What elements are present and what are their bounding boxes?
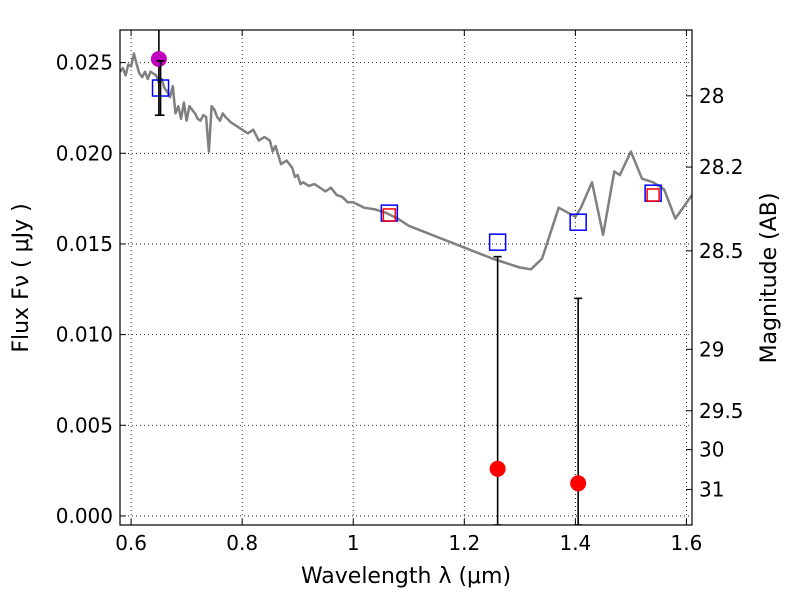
x-axis-label: Wavelength λ (μm) <box>301 564 511 589</box>
x-tick-label: 1 <box>347 531 360 555</box>
y-tick-label: 0.015 <box>56 232 113 256</box>
x-tick-label: 0.6 <box>115 531 147 555</box>
x-tick-label: 1.4 <box>559 531 591 555</box>
photometry-square <box>488 233 507 251</box>
right-tick-label: 30 <box>699 438 724 462</box>
y-tick-label: 0.025 <box>56 51 113 75</box>
axis-ticks: 0.6 0.8 1 1.2 1.4 1.6 0.000 0.005 0.010 0.015 0.02… <box>56 30 744 555</box>
right-tick-label: 28 <box>699 84 724 108</box>
photometry-point <box>489 460 506 477</box>
right-tick-label: 31 <box>699 477 724 501</box>
y-tick-label: 0.010 <box>56 323 113 347</box>
photometry-square <box>646 188 660 202</box>
right-tick-label: 28.5 <box>699 239 744 263</box>
photometry-point <box>150 51 167 68</box>
plot-frame <box>119 29 693 526</box>
y-tick-label: 0.005 <box>56 413 113 437</box>
right-tick-label: 29.5 <box>699 399 744 423</box>
grid-lines <box>120 30 692 525</box>
y-tick-label: 0.020 <box>56 141 113 165</box>
y-axis-label: Flux Fν ( μJy ) <box>9 203 34 352</box>
right-tick-label: 28.2 <box>699 155 744 179</box>
right-tick-label: 29 <box>699 337 724 361</box>
plot-area <box>120 30 692 525</box>
x-tick-label: 1.2 <box>448 531 480 555</box>
y-tick-label: 0.000 <box>56 504 113 528</box>
photometry-square <box>382 208 397 222</box>
x-tick-label: 1.6 <box>671 531 703 555</box>
photometry-square <box>569 213 587 231</box>
x-tick-label: 0.8 <box>226 531 258 555</box>
right-axis-label: Magnitude (AB) <box>757 193 782 364</box>
photometry-point <box>570 475 587 492</box>
spectrum-line <box>120 52 692 271</box>
